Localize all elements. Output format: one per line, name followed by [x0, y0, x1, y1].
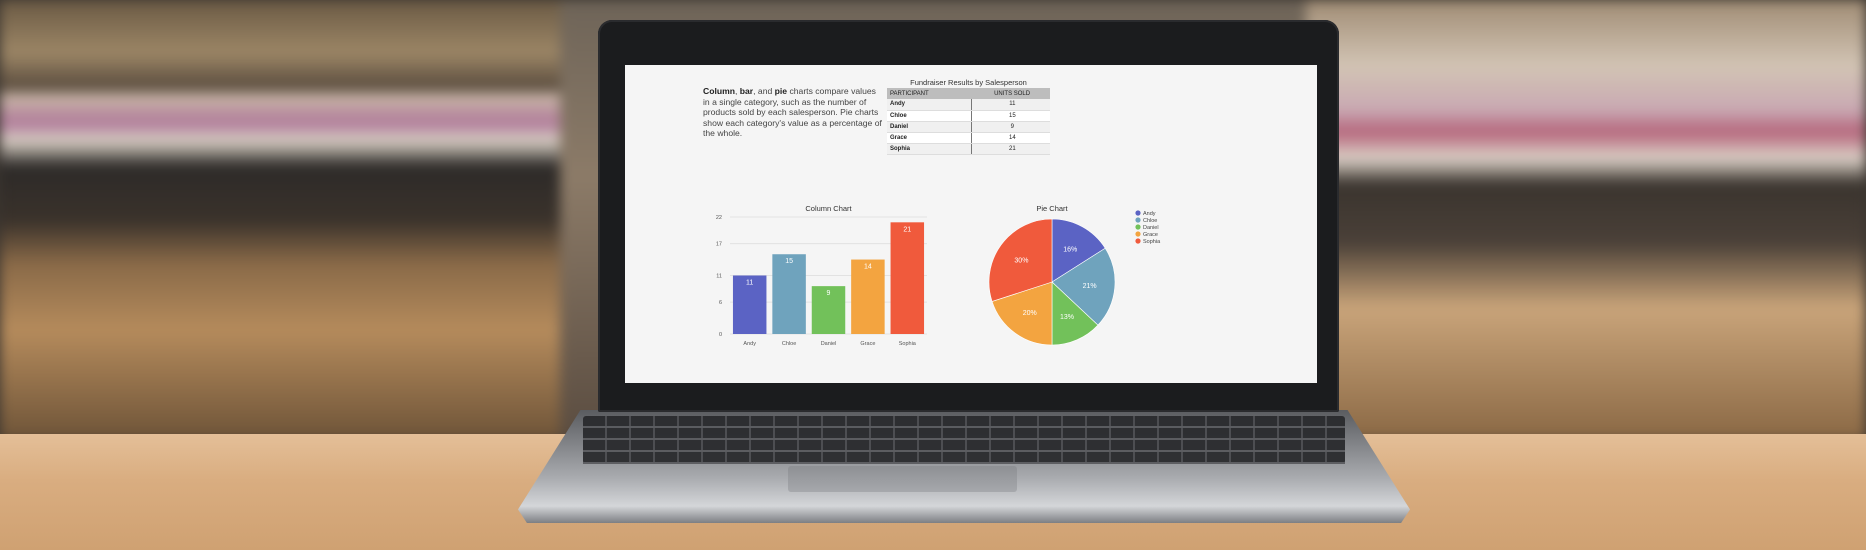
results-table: PARTICIPANT UNITS SOLD Andy 11 Chloe 15 Dan…: [887, 88, 1050, 155]
legend-swatch: [1135, 238, 1141, 244]
legend-label: Chloe: [1143, 218, 1157, 224]
description-text: Column, bar, and pie charts compare valu…: [703, 86, 883, 139]
cell: 11: [970, 99, 1050, 111]
table-row: Chloe 15: [887, 110, 1050, 122]
legend-label: Andy: [1143, 211, 1156, 217]
pie-chart-title: Pie Chart: [1036, 204, 1068, 213]
column-header: UNITS SOLD: [971, 88, 1050, 99]
bar-chart-title: Column Chart: [805, 204, 852, 213]
bar-andy: [732, 275, 767, 334]
bar-data-label: 14: [864, 264, 872, 271]
touchpad[interactable]: [788, 466, 1017, 492]
table-row: Sophia 21: [887, 143, 1050, 155]
legend-swatch: [1135, 224, 1141, 230]
y-tick-label: 6: [719, 300, 722, 306]
pie-slice-andy: [1051, 218, 1106, 283]
legend-swatch: [1135, 210, 1141, 216]
legend-label: Sophia: [1143, 239, 1161, 245]
y-tick-label: 11: [716, 274, 722, 280]
pie-slice-sophia: [988, 218, 1053, 302]
column-header: PARTICIPANT: [887, 88, 972, 99]
charts-svg: Column Chart 0 6 11 17 22 11 Andy 15 Chloe 9 Daniel…: [716, 204, 1161, 347]
cell: Sophia: [887, 143, 972, 155]
cell: Andy: [887, 99, 972, 111]
x-tick-label: Chloe: [782, 341, 796, 347]
bar-sophia: [890, 222, 925, 334]
pie-data-label: 21%: [1083, 283, 1097, 290]
pie-slice-chloe: [1051, 247, 1116, 326]
text: ,: [734, 86, 740, 96]
cell: Chloe: [887, 110, 972, 122]
table-row: Andy 11: [887, 99, 1050, 111]
left-shelves: [0, 0, 600, 440]
text: , and: [753, 86, 775, 96]
bar-daniel: [811, 286, 846, 334]
x-tick-label: Grace: [860, 341, 875, 347]
cell: 14: [970, 132, 1050, 144]
pie-slice-grace: [991, 281, 1053, 346]
table-row: Daniel 9: [887, 121, 1050, 133]
x-tick-label: Andy: [743, 341, 756, 347]
text: charts compare values in a single catego…: [703, 86, 882, 138]
pie-data-label: 16%: [1063, 246, 1077, 253]
x-tick-label: Daniel: [821, 341, 837, 347]
pie-data-label: 20%: [1023, 310, 1037, 317]
cell: 21: [970, 143, 1050, 155]
bar-data-label: 11: [746, 280, 753, 287]
y-tick-label: 22: [716, 215, 722, 221]
cell: Grace: [887, 132, 972, 144]
cell: Daniel: [887, 121, 972, 133]
table-title: Fundraiser Results by Salesperson: [910, 78, 1027, 87]
cell: 15: [970, 110, 1050, 122]
y-tick-label: 0: [719, 332, 722, 338]
bold-term: pie: [774, 86, 788, 96]
pie-data-label: 30%: [1014, 257, 1028, 264]
bar-data-label: 21: [903, 226, 911, 233]
pie-data-label: 13%: [1060, 314, 1074, 321]
cell: 9: [970, 121, 1050, 133]
x-tick-label: Sophia: [899, 341, 917, 347]
legend-swatch: [1135, 217, 1141, 223]
legend-swatch: [1135, 231, 1141, 237]
table-row: Grace 14: [887, 132, 1050, 144]
laptop-screen: Column, bar, and pie charts compare valu…: [625, 65, 1317, 383]
legend-label: Daniel: [1143, 225, 1159, 231]
bar-chloe: [772, 254, 806, 334]
bar-data-label: 15: [785, 258, 793, 265]
bold-term: Column: [703, 86, 735, 96]
bar-grace: [851, 259, 885, 334]
y-tick-label: 17: [716, 242, 722, 248]
right-shelves: [1306, 0, 1866, 440]
bar-data-label: 9: [827, 290, 831, 297]
legend-label: Grace: [1143, 232, 1158, 238]
bold-term: bar: [739, 86, 754, 96]
keyboard[interactable]: [583, 416, 1345, 464]
